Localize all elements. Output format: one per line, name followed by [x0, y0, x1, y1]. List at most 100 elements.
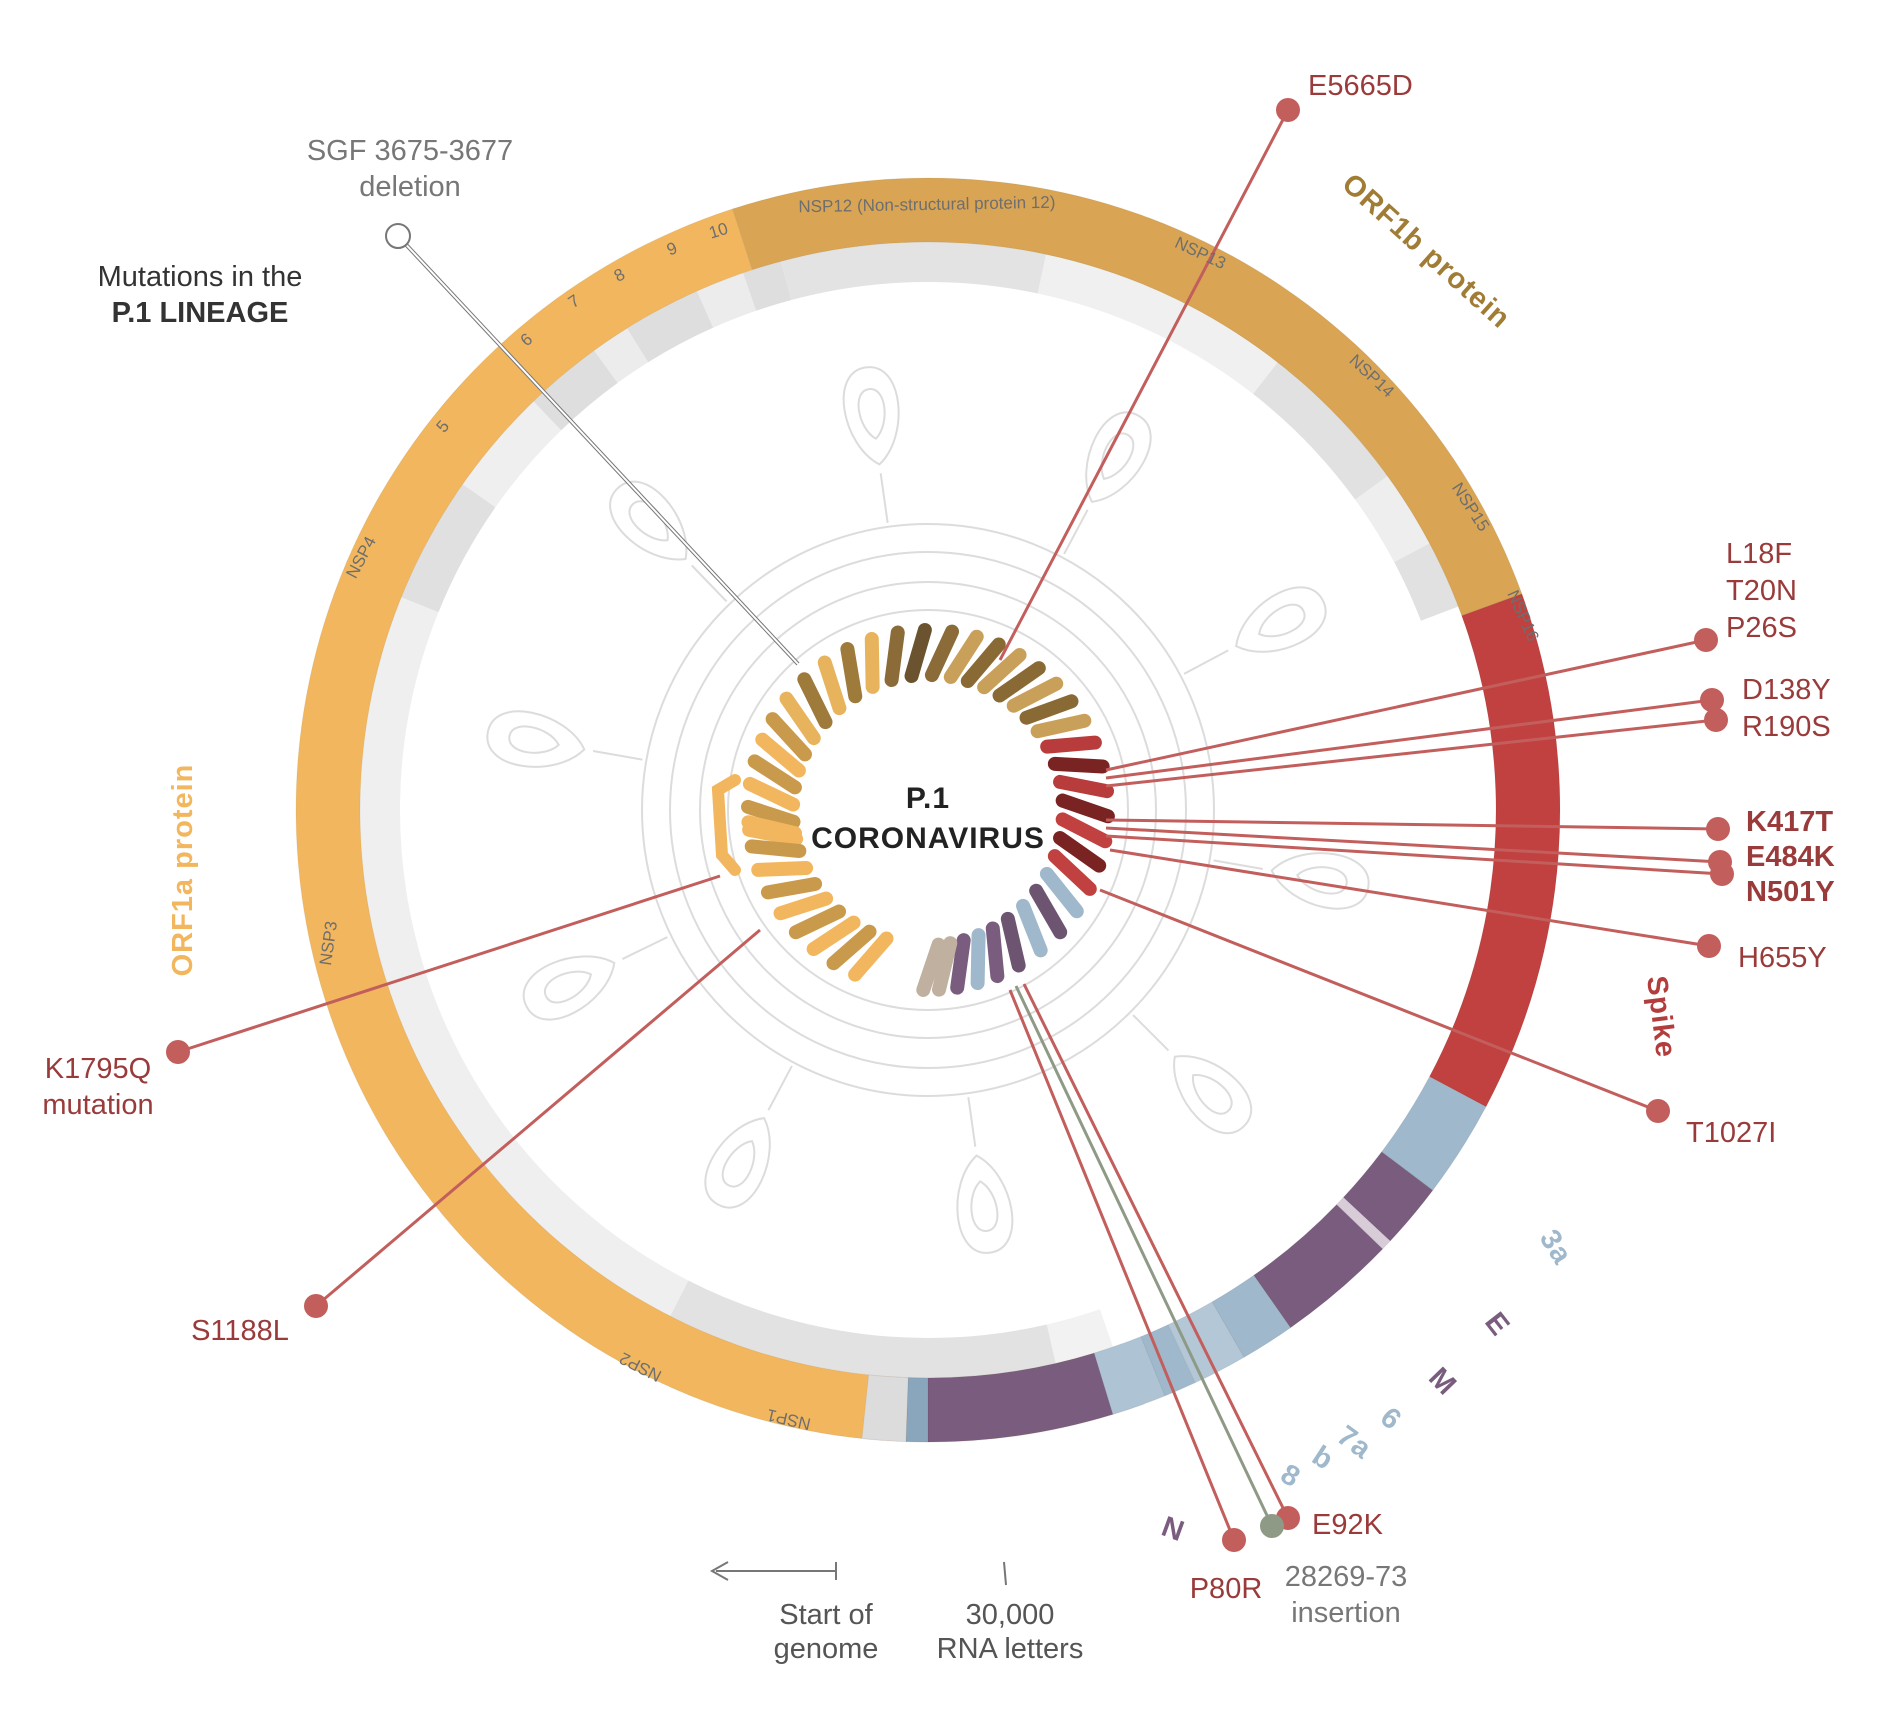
coil-loop: [924, 624, 960, 683]
spike-label: Spike: [1640, 974, 1682, 1060]
virus-outline: [486, 366, 1370, 1254]
virus-spike-stem: [1213, 859, 1264, 871]
coil-loop: [1040, 735, 1102, 754]
band-nsp6: [533, 350, 618, 431]
mutation-dot-k1795q: [166, 1040, 190, 1064]
virus-spike-outer: [1270, 852, 1370, 910]
sgf-deletion-line2: deletion: [359, 171, 461, 203]
coil-loop: [943, 629, 984, 684]
ring-gene-gap: [1335, 1196, 1391, 1250]
coil-loop: [760, 876, 823, 900]
coil-loop: [1029, 883, 1068, 940]
mutation-line-p80r: [1008, 989, 1236, 1541]
coil-loop: [1047, 849, 1097, 896]
end-label-line1: 30,000: [966, 1599, 1055, 1631]
mutation-dot-p80r: [1222, 1528, 1246, 1552]
band-nsp13: [1037, 254, 1278, 394]
virus-spike: [704, 1117, 771, 1209]
orf1b-label: ORF1b protein: [1336, 168, 1517, 335]
coil-loop: [848, 931, 894, 982]
virus-spike-stem: [691, 564, 728, 603]
virus-spike-stem: [1063, 509, 1089, 555]
coil-loop: [797, 672, 833, 730]
mutation-p26s: P26S: [1726, 612, 1797, 644]
gene-n-label: N: [1157, 1511, 1189, 1549]
coil-loop: [1055, 812, 1113, 849]
coil-loop: [773, 891, 834, 921]
genome-markers: Start of genome 30,000 RNA letters: [709, 1561, 1084, 1665]
mutation-line-e484k: [1105, 826, 1721, 864]
sgf-deletion-line1: SGF 3675-3677: [307, 135, 513, 167]
mutation-n501y: N501Y: [1746, 876, 1835, 908]
coil-loop: [744, 839, 807, 858]
virus-spike: [1085, 411, 1152, 503]
virus-spike: [1270, 852, 1370, 910]
virus-spike-outer: [1085, 411, 1152, 503]
virus-spike-inner: [970, 1180, 999, 1232]
ring-orf1b: [732, 177, 1523, 617]
band-nsp1: [1046, 1309, 1113, 1364]
end-tick: [1003, 1561, 1007, 1586]
mutation-dot-insertion: [1260, 1514, 1284, 1538]
ring-gene-orf10: [905, 1377, 929, 1443]
mutation-d138y: D138Y: [1742, 674, 1831, 706]
mutation-lines: [166, 98, 1734, 1552]
band-nsp9: [696, 272, 757, 328]
coil-loop: [826, 924, 877, 971]
coil-loop: [742, 776, 801, 812]
mutation-labels: E5665D SGF 3675-3677 deletion L18F T20N …: [42, 70, 1834, 1629]
coil-loop: [741, 815, 803, 841]
virus-spike-stem: [967, 1097, 977, 1147]
mutation-s1188l: S1188L: [191, 1315, 289, 1347]
gene-3a-label: 3a: [1533, 1224, 1578, 1270]
coil-loop: [779, 691, 821, 746]
coil-loop: [960, 637, 1006, 688]
coil-loop: [1000, 911, 1026, 973]
coil-loop: [1016, 898, 1048, 958]
band-nsp7: [594, 328, 649, 383]
mutation-dot-e5665d: [1276, 98, 1300, 122]
coil-loop: [817, 655, 847, 716]
mutation-t20n: T20N: [1726, 575, 1797, 607]
virus-spike-outer: [1235, 586, 1327, 653]
end-label-line2: RNA letters: [937, 1633, 1084, 1665]
coil-loop: [931, 936, 958, 997]
coil-loop: [1019, 694, 1079, 725]
mutation-line-k1795q: [177, 874, 721, 1054]
rna-coil: [711, 623, 1115, 997]
virus-spike-inner: [1192, 1074, 1233, 1115]
mutation-dot-p26s: [1694, 628, 1718, 652]
virus-spike-inner: [1296, 866, 1348, 895]
coil-loop: [992, 661, 1046, 703]
virus-spike-inner: [1258, 603, 1306, 638]
gene-e-label: E: [1478, 1307, 1516, 1343]
coil-loop: [806, 915, 861, 957]
orf1a-label: ORF1a protein: [167, 764, 199, 977]
ring-orf1a: [295, 208, 1114, 1443]
mutation-dot-n501y: [1710, 862, 1734, 886]
coil-loop: [765, 712, 812, 762]
virus-spike-inner: [721, 1140, 756, 1188]
virus-spike-stem: [1132, 1014, 1170, 1052]
virus-spike-stem: [592, 749, 643, 761]
mutation-line-n501y: [1105, 834, 1723, 876]
coil-loop: [751, 861, 814, 877]
center-line2: CORONAVIRUS: [811, 822, 1045, 855]
virus-spike-outer: [522, 955, 616, 1021]
gene-m-label: M: [1422, 1362, 1463, 1402]
gene-8-label: 8: [1275, 1458, 1306, 1494]
mutation-line-d138y: [1105, 698, 1713, 780]
mutation-line-h655y: [1109, 848, 1710, 948]
center-label: P.1 CORONAVIRUS: [811, 782, 1045, 855]
coil-open-end: [711, 774, 741, 876]
virus-spike-outer: [1173, 1055, 1253, 1135]
band-nsp2: [670, 1280, 1056, 1378]
gene-7a-label: 7a: [1331, 1420, 1378, 1466]
deletion-line-inner: [397, 235, 799, 665]
coil-loop: [1053, 831, 1107, 873]
ring-gene-6: [1211, 1274, 1292, 1359]
mutation-dot-r190s: [1704, 708, 1728, 732]
mutation-dot-k417t: [1706, 817, 1730, 841]
start-arrow-head: [709, 1561, 729, 1581]
start-label-line2: genome: [774, 1633, 879, 1665]
